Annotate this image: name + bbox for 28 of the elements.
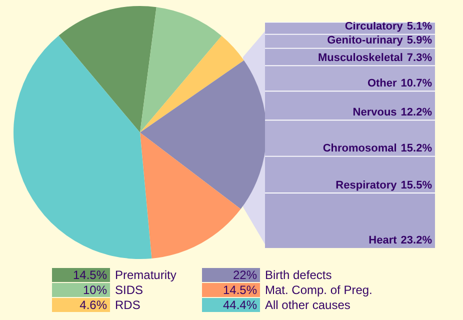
series-label: Chromosomal xyxy=(322,142,397,155)
series-label: Circulatory xyxy=(344,20,404,33)
legend-label: Mat. Comp. of Preg. xyxy=(265,282,372,296)
data-label: 5.9% xyxy=(406,34,432,47)
data-label: 23.2% xyxy=(400,234,432,247)
data-label: 4.6% xyxy=(52,298,110,312)
data-label: 12.2% xyxy=(400,106,432,118)
data-label: 10.7% xyxy=(400,77,432,90)
legend-label: SIDS xyxy=(115,282,144,296)
legend-label: All other causes xyxy=(265,298,350,312)
data-label: 7.3% xyxy=(406,52,432,64)
series-label: Heart xyxy=(368,234,398,247)
data-label: 44.4% xyxy=(202,298,260,312)
series-label: Nervous xyxy=(352,106,397,118)
data-label: 10% xyxy=(52,282,110,296)
data-label: 5.1% xyxy=(406,20,432,33)
series-label: Musculoskeletal xyxy=(318,52,403,64)
series-label: Other xyxy=(367,77,398,90)
legend-label: Birth defects xyxy=(265,268,332,282)
legend-label: RDS xyxy=(115,298,140,312)
data-label: 15.2% xyxy=(400,142,432,155)
series-label: Genito-urinary xyxy=(327,34,404,47)
legend-label: Prematurity xyxy=(115,268,176,282)
data-label: 14.5% xyxy=(202,282,260,296)
data-label: 14.5% xyxy=(52,268,110,282)
data-label: 22% xyxy=(202,268,260,282)
series-label: Respiratory xyxy=(336,179,398,192)
data-label: 15.5% xyxy=(400,179,432,192)
